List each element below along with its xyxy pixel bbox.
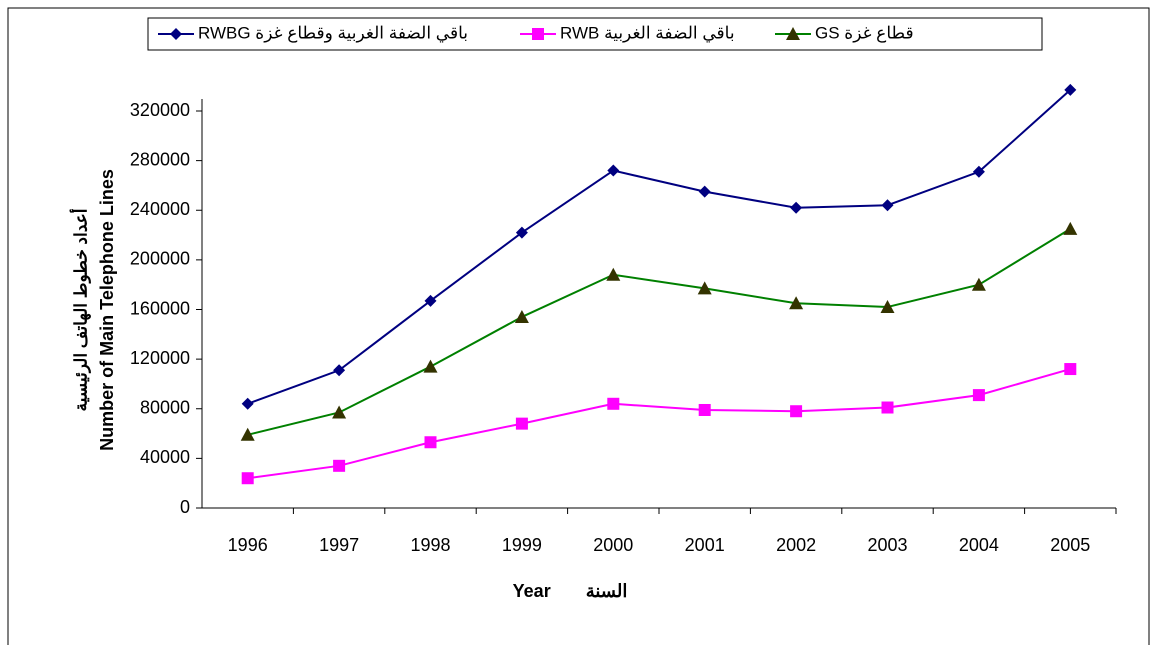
marker xyxy=(697,281,712,295)
legend-label: باقي الضفة الغربية RWB xyxy=(560,23,735,43)
marker xyxy=(881,401,894,414)
marker xyxy=(170,28,182,40)
marker xyxy=(1064,363,1077,376)
x-tick-label: 2000 xyxy=(593,535,633,555)
marker xyxy=(790,201,803,214)
y-tick-label: 320000 xyxy=(130,100,190,120)
marker xyxy=(1063,221,1078,235)
series-line xyxy=(247,89,1071,405)
marker xyxy=(515,417,528,430)
marker xyxy=(972,165,985,178)
marker xyxy=(790,405,803,418)
x-tick-label: 1997 xyxy=(319,535,359,555)
y-axis-label: Number of Main Telephone Lines xyxy=(97,169,117,451)
x-tick-label: 2003 xyxy=(867,535,907,555)
marker xyxy=(240,427,255,441)
legend-label: قطاع غزة GS xyxy=(815,23,914,43)
marker xyxy=(332,405,347,419)
y-tick-label: 200000 xyxy=(130,249,190,269)
y-tick-label: 160000 xyxy=(130,298,190,318)
marker xyxy=(786,27,800,40)
marker xyxy=(333,364,346,377)
marker xyxy=(607,164,620,177)
x-tick-label: 2002 xyxy=(776,535,816,555)
x-tick-label: 1999 xyxy=(502,535,542,555)
x-axis-label: Year السنة xyxy=(513,581,628,601)
marker xyxy=(424,294,437,307)
y-tick-label: 80000 xyxy=(140,398,190,418)
y-tick-label: 40000 xyxy=(140,447,190,467)
legend-box xyxy=(147,17,1043,51)
x-tick-label: 2001 xyxy=(685,535,725,555)
marker xyxy=(514,309,529,323)
marker xyxy=(880,300,895,314)
marker xyxy=(333,459,346,472)
marker xyxy=(1064,83,1077,96)
y-tick-label: 240000 xyxy=(130,199,190,219)
legend-label: باقي الضفة الغربية وقطاع غزة RWBG xyxy=(198,23,468,43)
marker xyxy=(241,397,254,410)
marker xyxy=(424,436,437,449)
marker xyxy=(972,389,985,402)
marker xyxy=(698,403,711,416)
marker xyxy=(789,296,804,310)
y-axis-label: أعداد خطوط الهاتف الرئيسية xyxy=(68,208,91,411)
marker xyxy=(532,28,544,40)
marker xyxy=(423,359,438,373)
y-tick-label: 120000 xyxy=(130,348,190,368)
marker xyxy=(606,267,621,281)
marker xyxy=(515,226,528,239)
marker xyxy=(971,277,986,291)
x-tick-label: 1998 xyxy=(410,535,450,555)
y-tick-label: 280000 xyxy=(130,149,190,169)
marker xyxy=(881,199,894,212)
series-line xyxy=(247,228,1071,436)
x-tick-label: 2005 xyxy=(1050,535,1090,555)
marker xyxy=(698,185,711,198)
x-tick-label: 2004 xyxy=(959,535,999,555)
x-tick-label: 1996 xyxy=(228,535,268,555)
y-tick-label: 0 xyxy=(180,497,190,517)
marker xyxy=(607,397,620,410)
chart-frame xyxy=(7,7,1150,650)
marker xyxy=(241,472,254,485)
series-line xyxy=(247,368,1071,480)
